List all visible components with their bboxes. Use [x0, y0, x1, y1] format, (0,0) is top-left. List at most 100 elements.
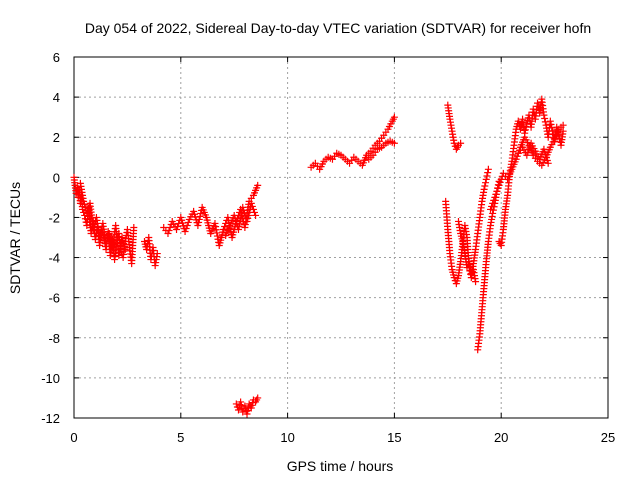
data-point	[524, 148, 532, 156]
y-axis-label: SDTVAR / TECUs	[7, 182, 23, 294]
data-point	[249, 205, 257, 213]
data-point	[472, 278, 480, 286]
y-tick-label: 6	[53, 50, 60, 65]
y-tick-label: -4	[48, 251, 60, 266]
data-point	[541, 118, 549, 126]
x-axis-label: GPS time / hours	[287, 458, 394, 474]
data-points	[70, 95, 567, 418]
data-point	[489, 209, 497, 217]
data-point	[213, 232, 221, 240]
y-tick-label: -2	[48, 210, 60, 225]
data-point	[482, 175, 490, 183]
y-tick-label: -12	[41, 411, 60, 426]
x-tick-label: 20	[494, 430, 508, 445]
y-tick-label: 0	[53, 170, 60, 185]
data-point	[184, 218, 192, 226]
data-point	[457, 139, 465, 147]
data-point	[522, 123, 530, 131]
data-point	[390, 139, 398, 147]
data-point	[120, 243, 128, 251]
data-point	[525, 145, 533, 153]
data-point	[243, 410, 251, 418]
x-tick-label: 0	[70, 430, 77, 445]
data-point	[194, 221, 202, 229]
data-point	[248, 202, 256, 210]
x-tick-label: 15	[387, 430, 401, 445]
data-point	[512, 155, 520, 163]
data-point	[237, 213, 245, 221]
data-point	[490, 196, 498, 204]
data-point	[183, 221, 191, 229]
data-point	[81, 203, 89, 211]
data-point	[491, 193, 499, 201]
y-tick-label: 4	[53, 90, 60, 105]
data-point	[450, 139, 458, 147]
data-point	[480, 185, 488, 193]
y-tick-label: -8	[48, 331, 60, 346]
data-point	[235, 222, 243, 230]
data-point	[483, 172, 491, 180]
data-point	[120, 240, 128, 248]
x-tick-label: 10	[280, 430, 294, 445]
data-point	[212, 226, 220, 234]
data-point	[153, 250, 161, 258]
data-point	[195, 218, 203, 226]
data-point	[541, 115, 549, 123]
data-point	[244, 407, 252, 415]
data-point	[489, 199, 497, 207]
data-point	[484, 165, 492, 173]
data-point	[497, 175, 505, 183]
data-point	[247, 199, 255, 207]
data-point	[196, 212, 204, 220]
data-point	[195, 215, 203, 223]
x-tick-label: 25	[601, 430, 615, 445]
data-point	[236, 219, 244, 227]
data-point	[118, 234, 126, 241]
data-point	[487, 205, 495, 213]
data-point	[121, 246, 129, 254]
data-point	[513, 152, 521, 160]
data-point	[236, 216, 244, 224]
data-point	[495, 181, 503, 189]
data-point	[237, 401, 245, 409]
data-point	[211, 219, 219, 227]
y-tick-label: 2	[53, 130, 60, 145]
data-point	[523, 151, 531, 159]
data-point	[80, 200, 88, 208]
data-point	[174, 222, 182, 230]
data-point	[254, 394, 262, 402]
data-point	[481, 182, 489, 190]
data-point	[164, 229, 172, 237]
data-point	[234, 225, 242, 233]
y-tick-label: -10	[41, 371, 60, 386]
data-point	[244, 211, 252, 219]
x-tick-label: 5	[177, 430, 184, 445]
data-point	[197, 209, 205, 217]
data-point	[243, 217, 251, 225]
data-point	[220, 225, 228, 233]
data-point	[494, 184, 502, 192]
data-point	[181, 227, 189, 235]
data-point	[254, 181, 262, 189]
data-point	[559, 121, 567, 129]
data-point	[534, 99, 542, 107]
data-point	[390, 113, 398, 121]
grid	[74, 57, 608, 418]
data-point	[213, 229, 221, 237]
data-point	[166, 223, 174, 231]
data-point	[547, 121, 555, 129]
data-point	[521, 126, 529, 134]
data-point	[182, 224, 190, 232]
data-point	[544, 159, 552, 167]
data-point	[130, 223, 138, 231]
axis-ticks: 0 5 10 15 20 25 -12 -10 -8 -6 -4 -2 0 2 4 6	[41, 50, 615, 445]
data-point	[250, 208, 258, 216]
plot-frame	[73, 56, 609, 419]
data-point	[165, 226, 173, 234]
data-point	[492, 190, 500, 198]
chart-title: Day 054 of 2022, Sidereal Day-to-day VTE…	[85, 20, 591, 36]
data-point	[548, 124, 556, 132]
data-point	[80, 197, 88, 205]
data-point	[546, 117, 554, 125]
